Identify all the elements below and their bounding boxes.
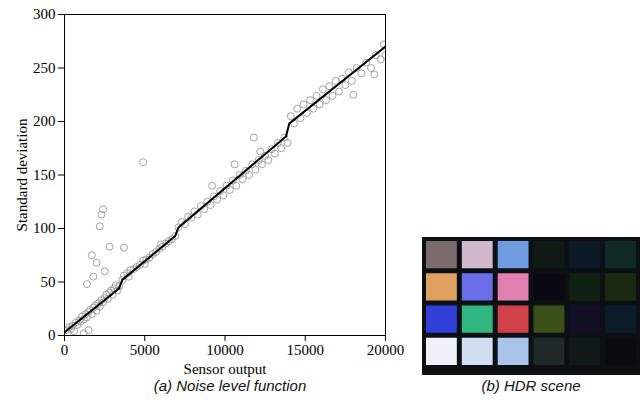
svg-text:300: 300 [33,6,56,22]
svg-text:5000: 5000 [130,342,160,358]
svg-text:150: 150 [33,167,56,183]
html-text:(b) HDR scene: (b) HDR scene [481,377,581,394]
svg-text:200: 200 [33,113,56,129]
svg-text:250: 250 [33,60,56,76]
svg-text:50: 50 [41,274,56,290]
svg-text:100: 100 [33,220,56,236]
svg-text:Standard deviation: Standard deviation [14,118,30,231]
svg-text:10000: 10000 [206,342,244,358]
svg-text:15000: 15000 [287,342,325,358]
svg-text:0: 0 [61,342,69,358]
svg-text:Sensor output: Sensor output [184,361,268,377]
svg-text:20000: 20000 [367,342,405,358]
svg-text:0: 0 [48,327,56,343]
html-text:(a) Noise level function: (a) Noise level function [153,377,307,394]
